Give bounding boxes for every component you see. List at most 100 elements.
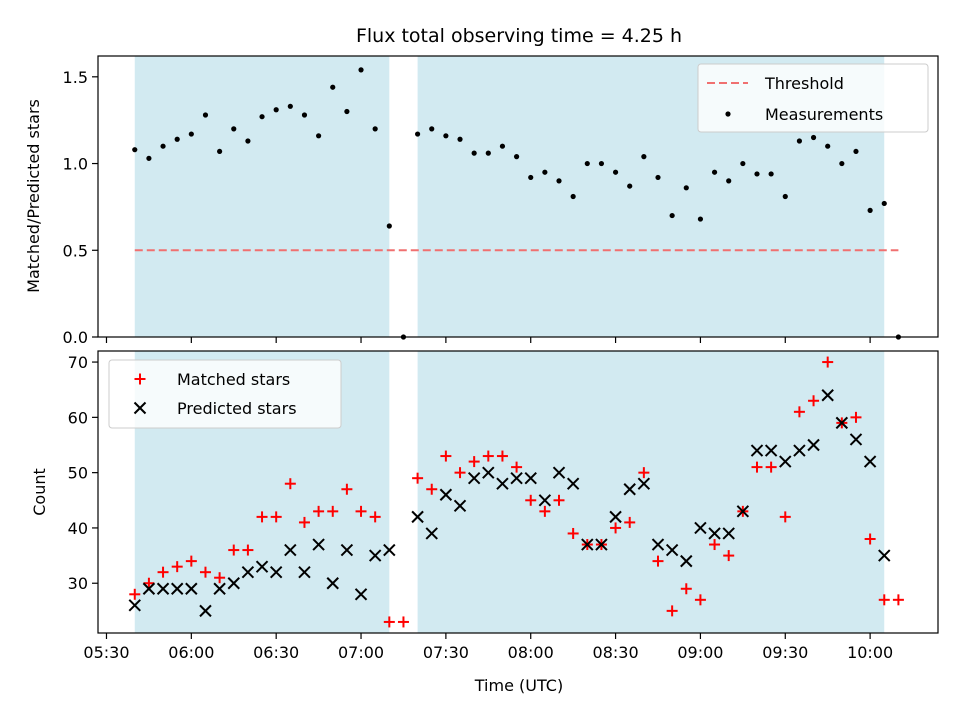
predicted-star-point: [496, 477, 509, 490]
cross-stroke-b: [722, 527, 735, 540]
legend-measurements-swatch: [725, 111, 731, 117]
predicted-star-point: [255, 560, 269, 573]
matched-star-point: [482, 450, 494, 462]
matched-star-point: [680, 583, 692, 595]
predicted-star-point: [170, 582, 184, 595]
matched-star-point: [793, 406, 805, 418]
cross-stroke-b: [637, 477, 651, 490]
measurement-point: [782, 193, 788, 200]
measurement-point: [598, 160, 605, 167]
x-axis-label: Time (UTC): [474, 676, 563, 695]
predicted-star-point: [354, 588, 368, 601]
cross-stroke-b: [482, 466, 495, 479]
matched-star-point: [666, 605, 678, 617]
cross-stroke-b: [623, 483, 636, 496]
cross-stroke-b: [680, 554, 693, 568]
predicted-star-point: [199, 604, 212, 618]
x-tick-label: 07:30: [423, 643, 469, 662]
x-tick-label: 08:30: [593, 643, 639, 662]
measurement-point: [711, 169, 718, 175]
bottom-legend-box: [108, 359, 342, 429]
matched-star-point: [171, 561, 183, 573]
cross-stroke-b: [284, 543, 297, 557]
measurement-point: [231, 126, 237, 132]
x-tick-label: 10:00: [847, 643, 893, 662]
matched-star-point: [496, 450, 508, 462]
cross-stroke-b: [170, 582, 184, 595]
bottom-panel: 30 40 50 60 70 05:30 06:00 06:30 07:00 07:30 08:0…: [30, 350, 939, 695]
cross-stroke-b: [199, 604, 212, 618]
cross-stroke-b: [227, 577, 240, 590]
legend-matched-label: Matched stars: [177, 370, 290, 389]
predicted-star-point: [510, 471, 523, 485]
measurement-point: [372, 126, 378, 132]
cross-stroke-b: [255, 560, 269, 573]
predicted-star-point: [538, 494, 552, 507]
cross-stroke-b: [510, 471, 523, 485]
top-y-axis: 0.0 0.5 1.0 1.5: [63, 68, 98, 347]
measurement-point: [414, 131, 421, 137]
predicted-star-point: [595, 538, 608, 551]
predicted-star-point: [298, 565, 311, 579]
matched-star-point: [878, 594, 890, 606]
matched-star-point: [440, 450, 452, 462]
matched-star-point: [553, 494, 565, 506]
cross-stroke-b: [807, 438, 820, 452]
predicted-star-point: [467, 471, 481, 485]
predicted-star-point: [694, 521, 707, 535]
cross-stroke-b: [467, 471, 481, 485]
x-tick-label: 08:00: [508, 643, 554, 662]
cross-stroke-b: [185, 582, 198, 595]
x-tick-label: 07:00: [338, 643, 384, 662]
cross-stroke-b: [764, 444, 778, 457]
cross-stroke-b: [524, 471, 537, 485]
cross-stroke-b: [538, 494, 552, 507]
cross-stroke-b: [298, 565, 311, 579]
measurement-point: [358, 67, 364, 73]
cross-stroke-b: [665, 543, 679, 557]
predicted-star-point: [793, 444, 806, 457]
measurement-point: [655, 174, 661, 181]
predicted-star-point: [439, 488, 453, 501]
measurement-point: [556, 178, 562, 184]
predicted-star-point: [227, 577, 240, 590]
cross-stroke-b: [213, 582, 226, 595]
matched-star-point: [468, 456, 480, 468]
top-legend-box: [697, 63, 929, 133]
matched-star-point: [751, 461, 763, 473]
y-tick-label: 1.5: [63, 68, 88, 87]
predicted-star-point: [241, 565, 255, 579]
cross-stroke-b: [133, 401, 147, 415]
matched-star-point: [765, 461, 777, 473]
x-tick-label: 06:00: [168, 643, 214, 662]
predicted-star-point: [736, 505, 750, 518]
measurement-point: [513, 154, 520, 160]
matched-star-point: [327, 505, 339, 517]
bottom-y-axis-label: Count: [30, 468, 49, 516]
y-tick-label: 50: [68, 464, 88, 483]
x-tick-label: 05:30: [83, 643, 129, 662]
measurement-point: [174, 136, 180, 142]
measurement-point: [754, 171, 760, 177]
predicted-star-point: [779, 455, 792, 468]
top-panel: 0.0 0.5 1.0 1.5 Matched/Predicted stars Thr…: [24, 55, 939, 347]
measurement-point: [825, 143, 831, 149]
cross-stroke-b: [326, 577, 339, 590]
cross-stroke-b: [651, 538, 665, 551]
matched-star-point: [157, 566, 169, 578]
predicted-star-point: [623, 483, 636, 496]
matched-star-point: [270, 511, 282, 523]
legend-threshold-label: Threshold: [764, 74, 844, 93]
y-tick-label: 30: [68, 574, 88, 593]
predicted-star-point: [680, 554, 693, 568]
predicted-star-point: [863, 455, 877, 468]
cross-stroke-b: [581, 538, 594, 551]
predicted-star-point: [312, 538, 325, 551]
measurement-point: [188, 131, 194, 137]
measurement-point: [259, 114, 265, 120]
top-legend: Threshold Measurements: [697, 63, 929, 133]
measurement-point: [386, 223, 392, 229]
measurement-point: [853, 148, 859, 155]
measurement-point: [146, 155, 152, 161]
matched-star-point: [694, 594, 706, 606]
